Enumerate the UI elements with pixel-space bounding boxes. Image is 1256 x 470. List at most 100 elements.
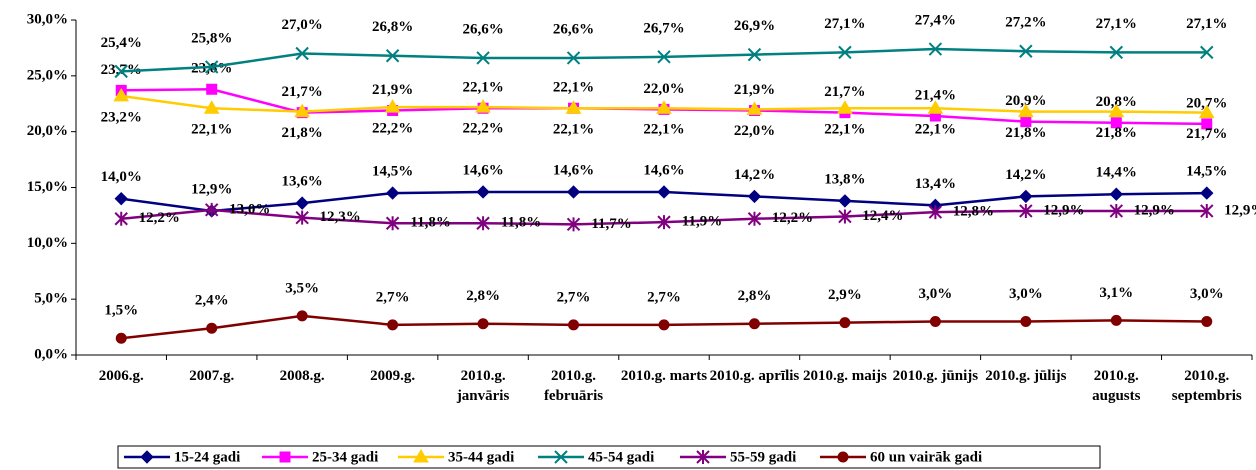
data-label: 13,8% (824, 171, 865, 187)
data-label: 3,5% (285, 280, 319, 296)
marker (747, 47, 762, 62)
y-tick-label: 5,0% (34, 291, 68, 307)
data-label: 11,8% (410, 215, 450, 231)
legend-marker (279, 451, 291, 463)
data-label: 14,2% (1005, 167, 1046, 183)
x-tick-label: 2010.g. jūlijs (985, 368, 1067, 384)
x-tick-label: 2010.g. jūnijs (892, 368, 979, 384)
y-tick-label: 25,0% (27, 67, 68, 83)
marker (1017, 103, 1034, 118)
marker (656, 100, 672, 114)
legend-label: 60 un vairāk gadi (870, 449, 982, 465)
data-label: 27,1% (1096, 16, 1137, 32)
data-label: 14,6% (553, 162, 594, 178)
data-label: 12,9% (191, 181, 232, 197)
data-label: 3,0% (1009, 286, 1043, 302)
data-label: 14,0% (101, 169, 142, 185)
legend-marker (140, 450, 154, 464)
data-label: 20,9% (1005, 93, 1046, 109)
x-tick-label: 2006.g. (98, 368, 144, 384)
legend-marker (413, 449, 429, 463)
data-label: 11,9% (682, 214, 722, 230)
legend-label: 45-54 gadi (588, 449, 654, 465)
data-label: 2,9% (828, 287, 862, 303)
marker (839, 317, 851, 329)
y-tick-label: 30,0% (27, 11, 68, 27)
marker (658, 319, 670, 331)
data-label: 21,7% (824, 84, 865, 100)
marker (206, 83, 218, 95)
data-label: 26,9% (734, 18, 775, 34)
data-label: 3,0% (1190, 286, 1224, 302)
marker (565, 100, 582, 114)
data-label: 26,7% (643, 20, 684, 36)
legend-marker (554, 450, 568, 464)
data-label: 22,1% (462, 80, 503, 96)
marker (1110, 117, 1122, 129)
data-label: 22,2% (372, 121, 413, 137)
data-label: 26,6% (462, 21, 503, 37)
marker (747, 189, 762, 204)
data-label: 12,4% (862, 208, 903, 224)
x-tick-label: 2010.g. septembris (1171, 368, 1242, 404)
data-label: 23,2% (101, 109, 142, 125)
marker (203, 100, 220, 114)
data-label: 14,6% (462, 162, 503, 178)
x-tick-label: 2010.g. aprīlis (709, 368, 800, 384)
x-tick-label: 2008.g. (279, 368, 325, 384)
marker (1020, 316, 1032, 327)
marker (206, 322, 218, 334)
data-label: 21,8% (1096, 125, 1137, 141)
marker (928, 205, 943, 220)
marker (838, 209, 852, 224)
data-label: 11,7% (591, 216, 631, 232)
marker (1109, 187, 1124, 201)
marker (566, 51, 581, 65)
data-label: 21,8% (1005, 125, 1046, 141)
marker (385, 49, 400, 63)
legend-label: 15-24 gadi (174, 449, 240, 465)
data-label: 22,0% (734, 123, 775, 139)
y-tick-label: 0,0% (34, 346, 68, 362)
marker (837, 100, 853, 114)
data-label: 20,8% (1096, 94, 1137, 110)
marker (114, 191, 128, 206)
marker (296, 310, 308, 322)
data-label: 3,1% (1099, 285, 1133, 301)
data-label: 3,0% (919, 286, 953, 302)
y-tick-label: 10,0% (27, 235, 68, 251)
x-tick-label: 2010.g. marts (620, 368, 708, 384)
data-label: 1,5% (104, 303, 138, 319)
marker (295, 46, 309, 61)
marker (929, 316, 941, 327)
legend-label: 35-44 gadi (448, 449, 514, 465)
marker (204, 60, 219, 74)
marker (657, 50, 671, 64)
x-tick-label: 2010.g. augusts (1092, 368, 1141, 404)
data-label: 21,9% (734, 82, 775, 98)
marker (657, 215, 671, 230)
data-label: 20,7% (1186, 95, 1227, 111)
data-label: 14,6% (643, 162, 684, 178)
marker (1019, 44, 1033, 58)
marker (927, 100, 944, 114)
data-label: 21,9% (372, 82, 413, 98)
data-label: 23,7% (101, 62, 142, 78)
data-label: 14,4% (1096, 165, 1137, 181)
x-tick-label: 2010.g. februāris (543, 368, 604, 404)
legend-marker (837, 451, 849, 463)
legend-marker (696, 450, 710, 464)
marker (476, 216, 490, 231)
data-label: 27,1% (824, 16, 865, 32)
data-label: 22,1% (553, 122, 594, 138)
data-label: 21,8% (282, 125, 323, 141)
marker (114, 64, 128, 79)
marker (1198, 104, 1215, 119)
data-label: 14,2% (734, 167, 775, 183)
data-label: 12,3% (320, 209, 361, 225)
marker (748, 318, 760, 330)
x-tick-label: 2007.g. (189, 368, 235, 384)
data-label: 2,7% (376, 289, 410, 305)
marker (113, 87, 130, 102)
